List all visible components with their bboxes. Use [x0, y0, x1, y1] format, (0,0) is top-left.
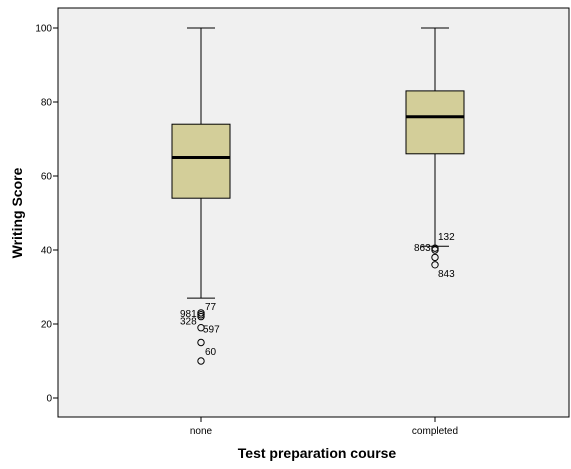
- boxes: 981 77 328 597 60 132 863 843: [171, 27, 465, 365]
- y-axis-title: Writing Score: [9, 167, 25, 258]
- outlier-point: [197, 324, 205, 332]
- outlier-label: 843: [438, 269, 455, 280]
- x-axis-title: Test preparation course: [238, 445, 397, 461]
- x-tick-label: completed: [412, 426, 458, 437]
- plot-area: [57, 7, 570, 418]
- y-tick-label: 100: [35, 24, 52, 35]
- box-none: 981 77 328 597 60: [171, 27, 231, 365]
- iqr-box: [171, 123, 231, 199]
- outlier-label: 597: [203, 325, 220, 336]
- outlier-label: 60: [205, 347, 217, 358]
- iqr-box: [405, 90, 465, 155]
- outlier-point: [431, 261, 439, 269]
- outlier-label: 132: [438, 232, 455, 243]
- x-axis: none completed: [190, 417, 458, 437]
- y-tick-label: 60: [41, 172, 53, 183]
- x-tick-label: none: [190, 426, 213, 437]
- outlier-point: [197, 338, 205, 347]
- y-axis: 0 20 40 60 80 100: [35, 24, 58, 405]
- y-tick-label: 0: [46, 394, 52, 405]
- box-completed: 132 863 843: [405, 27, 465, 280]
- y-tick-label: 80: [41, 98, 53, 109]
- y-tick-label: 40: [41, 246, 53, 257]
- outlier-point: [431, 246, 439, 254]
- outlier-label: 981: [180, 309, 197, 320]
- outlier-point: [431, 253, 439, 262]
- outlier-label: 328: [180, 317, 197, 328]
- outlier-label: 863: [414, 243, 431, 254]
- y-tick-label: 20: [41, 320, 53, 331]
- outlier-point: [197, 312, 205, 321]
- outlier-label: 77: [205, 302, 217, 313]
- outlier-point: [197, 357, 205, 365]
